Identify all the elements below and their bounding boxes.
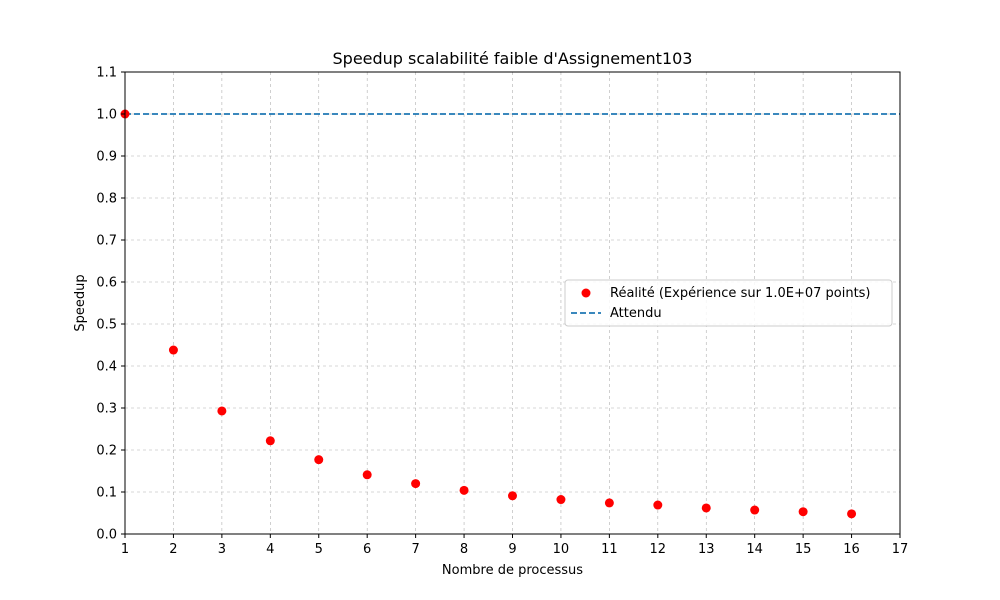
legend-label-realite: Réalité (Expérience sur 1.0E+07 points) [610, 286, 871, 301]
data-point [798, 507, 808, 517]
data-point [701, 503, 711, 513]
y-tick-label: 1.0 [96, 108, 117, 123]
x-tick-label: 8 [460, 542, 468, 557]
x-tick-label: 11 [601, 542, 618, 557]
legend-label-attendu: Attendu [610, 306, 662, 321]
y-tick-label: 0.1 [96, 486, 117, 501]
data-point [168, 345, 178, 355]
ticks: 1 2 3 4 5 6 7 8 9 10 11 12 13 14 15 16 170.00.10.20.30.4… [96, 66, 908, 558]
y-tick-label: 0.5 [96, 318, 117, 333]
y-axis-label: Speedup [73, 274, 88, 331]
data-point [459, 485, 469, 495]
x-tick-label: 12 [650, 542, 667, 557]
y-tick-label: 0.9 [96, 150, 117, 165]
y-tick-label: 0.7 [96, 234, 117, 249]
x-tick-label: 10 [553, 542, 570, 557]
x-tick-label: 6 [363, 542, 371, 557]
data-point [556, 495, 566, 505]
data-point [508, 491, 517, 501]
data-point [217, 406, 227, 416]
chart-title: Speedup scalabilité faible d'Assignement… [333, 49, 693, 68]
legend-box [564, 279, 893, 327]
x-axis-label: Nombre de processus [442, 563, 583, 578]
x-tick-label: 14 [746, 542, 763, 557]
data-point [411, 479, 421, 489]
y-tick-label: 1.1 [96, 66, 117, 81]
x-tick-label: 13 [698, 542, 715, 557]
x-tick-label: 2 [169, 542, 177, 557]
x-tick-label: 3 [218, 542, 226, 557]
y-tick-label: 0.2 [96, 444, 117, 459]
data-point [604, 498, 614, 508]
x-tick-label: 7 [411, 542, 419, 557]
y-tick-label: 0.0 [96, 528, 117, 543]
data-point [265, 436, 275, 446]
y-tick-label: 0.6 [96, 276, 117, 291]
data-point [847, 509, 857, 519]
x-tick-label: 17 [892, 542, 909, 557]
data-point [314, 455, 324, 465]
legend-marker-realite [581, 288, 591, 298]
x-tick-label: 5 [315, 542, 323, 557]
x-tick-label: 1 [121, 542, 129, 557]
x-tick-label: 9 [508, 542, 516, 557]
x-tick-label: 15 [795, 542, 812, 557]
data-point [362, 470, 372, 480]
legend: Réalité (Expérience sur 1.0E+07 points) … [564, 279, 893, 327]
x-tick-label: 16 [843, 542, 860, 557]
y-tick-label: 0.8 [96, 192, 117, 207]
y-tick-label: 0.4 [96, 360, 117, 375]
data-point [653, 500, 663, 510]
data-point [750, 505, 760, 515]
y-tick-label: 0.3 [96, 402, 117, 417]
series-layer [120, 109, 900, 519]
x-tick-label: 4 [266, 542, 274, 557]
